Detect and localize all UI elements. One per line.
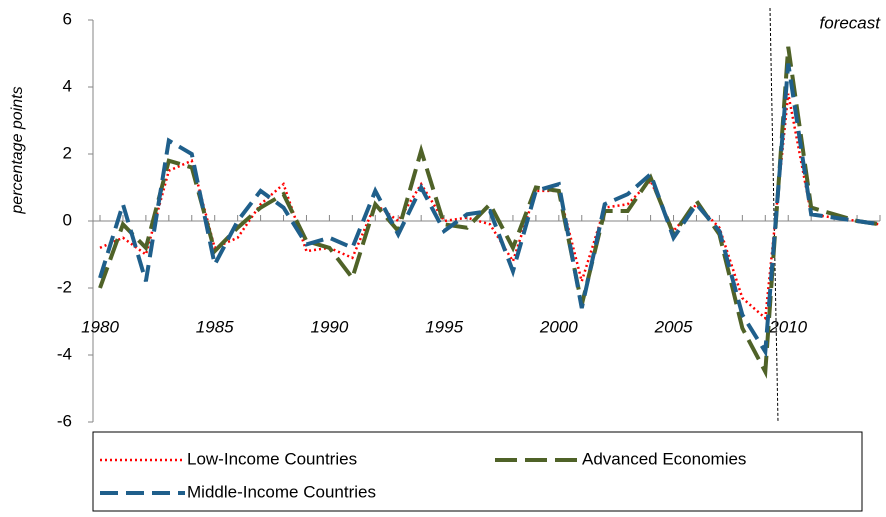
y-tick-label: 6: [63, 9, 72, 28]
y-tick-label: 4: [63, 76, 72, 95]
x-tick-label: 1995: [425, 317, 463, 336]
legend-label: Advanced Economies: [582, 449, 746, 468]
legend-label: Middle-Income Countries: [187, 482, 376, 501]
legend: [92, 431, 863, 512]
x-tick-label: 1985: [196, 317, 234, 336]
y-tick-label: -4: [57, 344, 72, 363]
series-line: [98, 46, 881, 379]
legend-label: Low-Income Countries: [187, 449, 357, 468]
x-tick-label: 2005: [654, 317, 693, 336]
y-axis-label: percentage points: [9, 86, 26, 214]
forecast-divider: [769, 7, 779, 423]
y-tick-label: 2: [63, 143, 72, 162]
x-tick-label: 1980: [81, 317, 119, 336]
x-tick-label: 2000: [539, 317, 578, 336]
y-tick-label: 0: [63, 210, 72, 229]
x-tick-label: 1990: [310, 317, 348, 336]
y-tick-label: -2: [57, 277, 72, 296]
series-line: [99, 93, 881, 321]
series-line: [98, 63, 881, 358]
annotation: forecast: [820, 13, 882, 32]
y-tick-label: -6: [57, 411, 72, 430]
x-tick-label: 2010: [768, 317, 807, 336]
